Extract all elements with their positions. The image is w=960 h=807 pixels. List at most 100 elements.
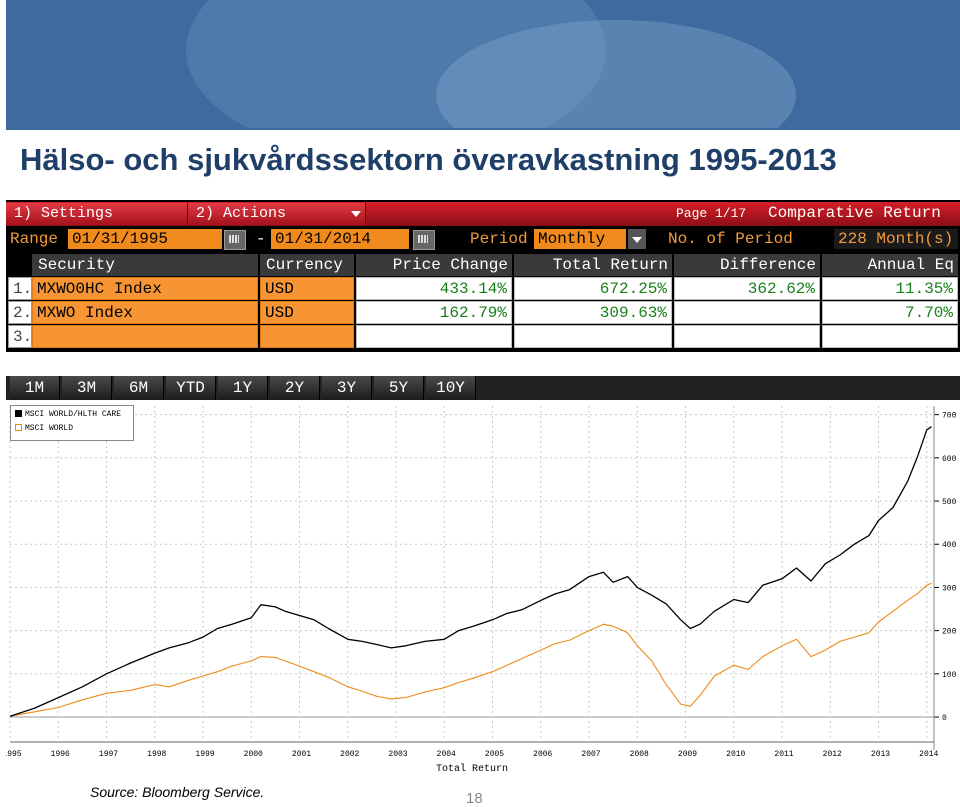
- comparative-return-chart: 0 100 200 300 400 500 600 700 1995 1996 1997 1998 19…: [2, 400, 960, 775]
- x-tick-label: 2005: [485, 750, 504, 759]
- chart-legend: MSCI WORLD/HLTH CARE MSCI WORLD: [10, 405, 134, 441]
- tab-5y[interactable]: 5Y: [374, 376, 424, 400]
- x-tick-label: 2002: [340, 750, 359, 759]
- column-header-security: Security: [32, 254, 258, 276]
- legend-swatch: [15, 410, 22, 418]
- y-tick-label: 100: [942, 671, 957, 680]
- difference-value: [674, 301, 820, 324]
- x-tick-label: 2010: [726, 750, 745, 759]
- period-tabs: 1M 3M 6M YTD 1Y 2Y 3Y 5Y 10Y: [6, 376, 960, 400]
- total-return-value: 672.25%: [514, 277, 672, 300]
- y-tick-label: 0: [942, 714, 947, 723]
- hlth-care-line: [9, 426, 932, 717]
- currency-input[interactable]: USD: [260, 277, 354, 300]
- date-separator: -: [256, 230, 266, 248]
- tab-10y[interactable]: 10Y: [426, 376, 476, 400]
- tab-1m[interactable]: 1M: [10, 376, 60, 400]
- function-title: Comparative Return: [768, 204, 941, 222]
- source-caption: Source: Bloomberg Service.: [90, 784, 265, 800]
- x-tick-label: 2011: [774, 750, 793, 759]
- tab-3m[interactable]: 3M: [62, 376, 112, 400]
- start-date-field[interactable]: 01/31/1995: [68, 229, 222, 249]
- msci-world-line: [9, 582, 932, 717]
- column-header-price-change: Price Change: [356, 254, 512, 276]
- no-of-period-label: No. of Period: [668, 230, 793, 248]
- column-header-difference: Difference: [674, 254, 820, 276]
- security-input[interactable]: [32, 325, 258, 348]
- settings-menu-button[interactable]: 1) Settings: [6, 203, 188, 225]
- range-label: Range: [10, 230, 59, 248]
- tab-1y[interactable]: 1Y: [218, 376, 268, 400]
- x-tick-label: 1999: [195, 750, 214, 759]
- legend-swatch: [15, 424, 22, 432]
- tab-3y[interactable]: 3Y: [322, 376, 372, 400]
- row-number: 1.: [8, 277, 32, 300]
- currency-input[interactable]: USD: [260, 301, 354, 324]
- legend-label: MSCI WORLD: [25, 424, 74, 433]
- x-tick-label: 2012: [823, 750, 842, 759]
- period-dropdown-icon[interactable]: [628, 229, 646, 249]
- actions-label: 2) Actions: [196, 205, 287, 222]
- no-of-period-value[interactable]: 228 Month(s): [834, 229, 958, 249]
- x-tick-label: 1998: [147, 750, 166, 759]
- column-header-annual-eq: Annual Eq: [822, 254, 958, 276]
- dropdown-arrow-icon: [351, 211, 361, 217]
- total-return-value: 309.63%: [514, 301, 672, 324]
- row-number: 3.: [8, 325, 32, 348]
- chart-canvas: 0 100 200 300 400 500 600 700 1995 1996 1997 1998 19…: [2, 406, 957, 775]
- x-tick-label: 1997: [99, 750, 118, 759]
- x-tick-label: 2003: [388, 750, 407, 759]
- total-return-value: [514, 325, 672, 348]
- tab-6m[interactable]: 6M: [114, 376, 164, 400]
- y-tick-label: 300: [942, 584, 957, 593]
- legend-item: MSCI WORLD/HLTH CARE: [15, 410, 121, 420]
- period-select[interactable]: Monthly: [534, 229, 626, 249]
- x-tick-label: 2000: [244, 750, 263, 759]
- price-change-value: 162.79%: [356, 301, 512, 324]
- tab-2y[interactable]: 2Y: [270, 376, 320, 400]
- y-tick-label: 600: [942, 455, 957, 464]
- annual-eq-value: [822, 325, 958, 348]
- annual-eq-value: 7.70%: [822, 301, 958, 324]
- x-tick-label: 2013: [871, 750, 890, 759]
- banner-decoration: [186, 0, 606, 128]
- y-tick-label: 700: [942, 412, 957, 421]
- currency-input[interactable]: [260, 325, 354, 348]
- title-bar: Hälso- och sjukvårdssektorn överavkastni…: [6, 128, 960, 190]
- legend-label: MSCI WORLD/HLTH CARE: [25, 410, 122, 419]
- x-tick-label: 2001: [292, 750, 311, 759]
- y-tick-label: 200: [942, 628, 957, 637]
- calendar-icon[interactable]: [224, 230, 246, 250]
- security-input[interactable]: MXWO Index: [32, 301, 258, 324]
- tab-ytd[interactable]: YTD: [166, 376, 216, 400]
- legend-item: MSCI WORLD: [15, 424, 73, 434]
- x-tick-label: 2014: [919, 750, 938, 759]
- header-banner: [6, 0, 960, 128]
- page-number: 18: [466, 790, 483, 807]
- security-input[interactable]: MXWO0HC Index: [32, 277, 258, 300]
- x-tick-label: 2009: [678, 750, 697, 759]
- x-tick-label: 2004: [437, 750, 456, 759]
- function-menu-bar: 1) Settings 2) Actions Page 1/17 Compara…: [6, 202, 960, 226]
- slide-title: Hälso- och sjukvårdssektorn överavkastni…: [20, 142, 837, 177]
- calendar-icon[interactable]: [413, 230, 435, 250]
- x-axis-label: Total Return: [436, 763, 508, 774]
- column-header-total-return: Total Return: [514, 254, 672, 276]
- page-indicator: Page 1/17: [676, 206, 747, 221]
- period-label: Period: [470, 230, 528, 248]
- x-tick-label: 2008: [630, 750, 649, 759]
- bloomberg-panel: 1) Settings 2) Actions Page 1/17 Compara…: [6, 200, 960, 352]
- price-change-value: 433.14%: [356, 277, 512, 300]
- difference-value: [674, 325, 820, 348]
- x-tick-label: 1995: [6, 750, 22, 759]
- x-tick-label: 1996: [51, 750, 70, 759]
- end-date-field[interactable]: 01/31/2014: [271, 229, 409, 249]
- actions-menu-button[interactable]: 2) Actions: [188, 203, 366, 225]
- row-number: 2.: [8, 301, 32, 324]
- y-tick-label: 500: [942, 498, 957, 507]
- parameters-row: Range 01/31/1995 - 01/31/2014 Period Mon…: [6, 228, 960, 250]
- y-tick-label: 400: [942, 541, 957, 550]
- annual-eq-value: 11.35%: [822, 277, 958, 300]
- price-change-value: [356, 325, 512, 348]
- column-header-currency: Currency: [260, 254, 354, 276]
